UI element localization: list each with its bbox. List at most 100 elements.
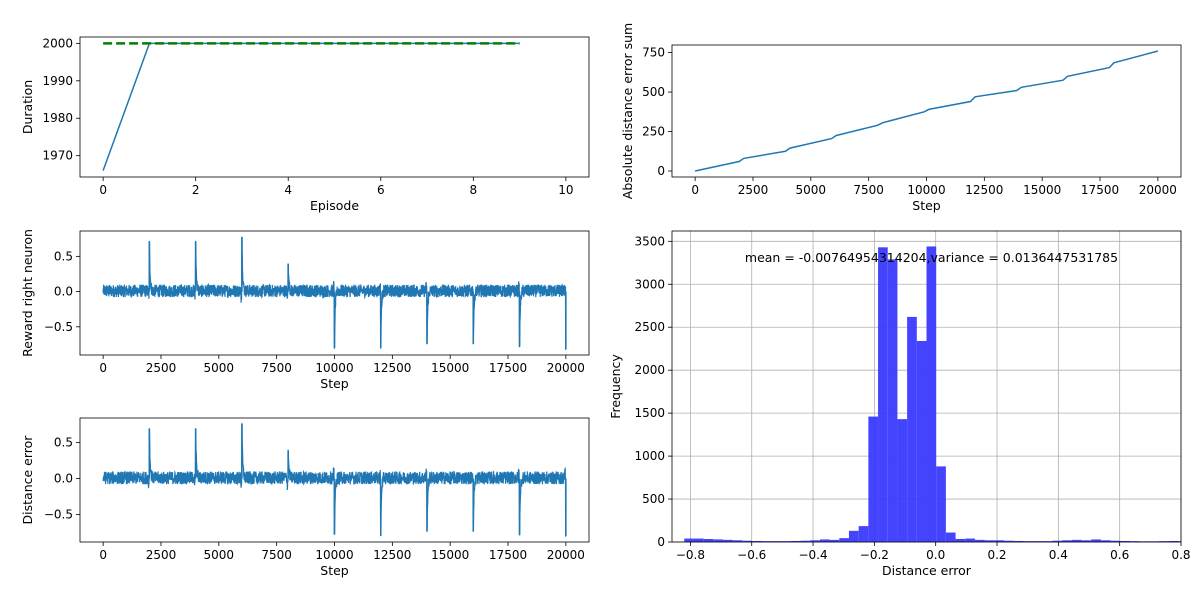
signal-line — [102, 423, 567, 537]
histogram-bar — [684, 538, 694, 542]
axes-frame — [79, 36, 590, 178]
plot-area — [102, 423, 567, 537]
y-tick-label: 0.5 — [54, 249, 73, 263]
y-tick-label: 0.0 — [54, 472, 73, 486]
x-tick-label: 0 — [99, 361, 107, 375]
histogram-bar — [703, 538, 714, 542]
x-tick-label: 15000 — [1023, 183, 1061, 197]
x-axis-label: Episode — [310, 198, 359, 213]
series-line-0 — [102, 42, 520, 171]
x-tick-label: 10000 — [315, 361, 353, 375]
histogram-bar — [868, 416, 879, 542]
x-tick-label: −0.2 — [860, 548, 889, 562]
histogram-bar — [848, 530, 859, 542]
histogram-bar — [752, 540, 762, 542]
y-tick-label: 1990 — [42, 74, 73, 88]
x-tick-label: −0.8 — [676, 548, 705, 562]
histogram-bar — [1120, 540, 1130, 542]
x-tick-label: 6 — [377, 183, 385, 197]
y-tick-label: 250 — [642, 125, 665, 139]
histogram-bar — [1129, 541, 1140, 542]
histogram-bar — [1004, 540, 1014, 542]
chart-histogram: −0.8 −0.6 −0.4 −0.2 0.0 0.2 0.4 0.6 0.8 0 500 1000 1… — [608, 230, 1191, 578]
axes-frame — [671, 230, 1182, 543]
x-tick-label: 17500 — [1081, 183, 1119, 197]
y-tick-label: 500 — [642, 85, 665, 99]
histogram-bar — [839, 538, 849, 542]
x-tick-label: 12500 — [965, 183, 1003, 197]
x-tick-label: 4 — [284, 183, 292, 197]
histogram-bar — [955, 538, 966, 542]
x-tick-label: 2 — [192, 183, 200, 197]
histogram-bar — [945, 532, 956, 542]
y-tick-label: 0 — [657, 535, 665, 549]
y-tick-label: 2000 — [634, 363, 665, 377]
x-tick-label: 5000 — [204, 548, 235, 562]
x-tick-label: 12500 — [373, 548, 411, 562]
x-tick-label: 17500 — [489, 361, 527, 375]
histogram-bar — [916, 340, 927, 542]
x-tick-label: 0.0 — [926, 548, 945, 562]
x-tick-label: 7500 — [853, 183, 884, 197]
histogram-bar — [994, 540, 1005, 542]
x-tick-label: 10000 — [907, 183, 945, 197]
x-axis-label: Distance error — [882, 563, 972, 578]
histogram-bar — [1100, 540, 1111, 542]
histogram-bar — [732, 540, 743, 542]
histogram-bar — [926, 246, 937, 542]
x-tick-label: 0.2 — [987, 548, 1006, 562]
histogram-bar — [723, 539, 733, 542]
x-tick-label: 17500 — [489, 548, 527, 562]
histogram-bar — [771, 541, 782, 542]
histogram-bar — [965, 538, 975, 542]
histogram-bar — [897, 419, 908, 542]
plot-area — [684, 246, 1181, 542]
chart-abs_error_sum: 0 2500 5000 7500 10000 12500 15000 17500 20000 0 2… — [620, 23, 1182, 213]
histogram-bar — [819, 539, 830, 542]
x-axis-label: Step — [320, 563, 349, 578]
histogram-bar — [1159, 541, 1169, 542]
x-tick-label: 0 — [99, 183, 107, 197]
x-tick-label: 0.8 — [1171, 548, 1190, 562]
histogram-bar — [1052, 540, 1063, 542]
y-tick-label: 0.5 — [54, 436, 73, 450]
histogram-bar — [1081, 540, 1092, 542]
x-tick-label: 12500 — [373, 361, 411, 375]
chart-reward_right: 0 2500 5000 7500 10000 12500 15000 17500 20000 −0… — [20, 229, 590, 391]
histogram-bar — [907, 316, 917, 542]
x-tick-label: 20000 — [1139, 183, 1177, 197]
histogram-bar — [878, 247, 888, 542]
y-tick-label: 3000 — [634, 277, 665, 291]
y-tick-label: 1500 — [634, 406, 665, 420]
x-tick-label: 0 — [99, 548, 107, 562]
y-axis-label: Reward right neuron — [20, 229, 35, 357]
y-tick-label: 0.0 — [54, 285, 73, 299]
histogram-bar — [1042, 541, 1053, 542]
histogram-bar — [887, 259, 898, 542]
histogram-bar — [1110, 540, 1121, 542]
x-axis-label: Step — [912, 198, 941, 213]
y-axis-label: Frequency — [608, 354, 623, 419]
histogram-bar — [1168, 540, 1179, 542]
histogram-bar — [974, 539, 985, 542]
histogram-bar — [936, 466, 946, 542]
signal-line — [102, 236, 567, 350]
y-tick-label: 2500 — [634, 320, 665, 334]
x-tick-label: 10 — [558, 183, 573, 197]
x-tick-label: 0 — [691, 183, 699, 197]
x-tick-label: 0.4 — [1049, 548, 1068, 562]
y-tick-label: 1970 — [42, 149, 73, 163]
chart-distance_error: 0 2500 5000 7500 10000 12500 15000 17500 20000 −0… — [20, 417, 590, 578]
y-tick-label: 750 — [642, 46, 665, 60]
y-axis-label: Duration — [20, 80, 35, 134]
histogram-bar — [1091, 539, 1101, 542]
stats-annotation: mean = -0.00764954314204,variance = 0.01… — [745, 250, 1118, 265]
histogram-bar — [984, 540, 995, 542]
histogram-bar — [1062, 540, 1072, 542]
x-tick-label: 7500 — [261, 361, 292, 375]
y-tick-label: 1980 — [42, 111, 73, 125]
histogram-bar — [829, 539, 840, 542]
y-tick-label: 1000 — [634, 449, 665, 463]
histogram-bar — [761, 541, 772, 542]
